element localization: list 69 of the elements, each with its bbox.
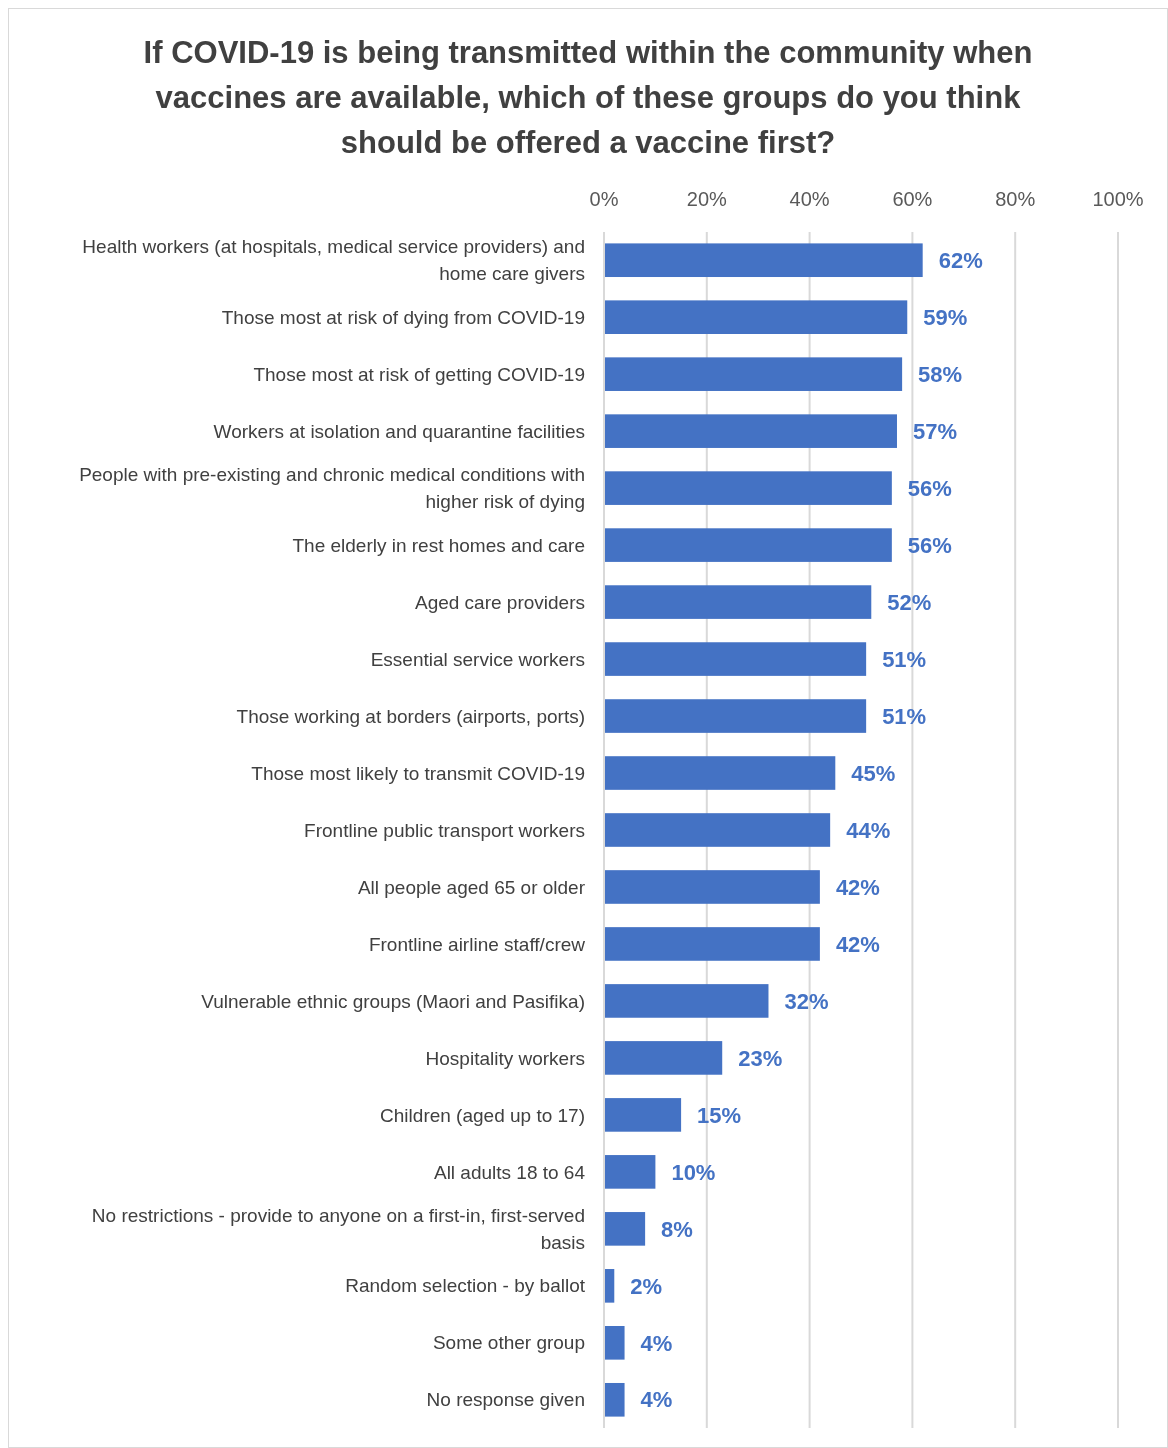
bar: [604, 1212, 646, 1246]
y-tick-label: Random selection - by ballot: [345, 1275, 586, 1297]
y-tick-label: Those working at borders (airports, ports): [236, 705, 585, 727]
x-tick-label: 40%: [789, 188, 830, 210]
bar: [604, 414, 897, 448]
data-label: 51%: [882, 646, 927, 672]
bar: [604, 984, 769, 1018]
bar: [604, 1041, 723, 1075]
bar: [604, 357, 903, 391]
data-label: 62%: [938, 247, 983, 273]
y-tick-label: Children (aged up to 17): [380, 1104, 585, 1126]
y-tick-label: No response given: [426, 1389, 585, 1411]
bar: [604, 1326, 625, 1360]
bar: [604, 471, 892, 505]
data-label: 4%: [640, 1387, 673, 1413]
bar: [604, 927, 820, 961]
bar: [604, 813, 831, 847]
data-label: 2%: [630, 1273, 663, 1299]
data-label: 4%: [640, 1330, 673, 1356]
bar: [604, 1098, 682, 1132]
y-tick-label: Those most likely to transmit COVID-19: [251, 762, 585, 784]
x-tick-label: 100%: [1092, 188, 1144, 210]
data-label: 52%: [887, 589, 932, 615]
bar: [604, 243, 923, 278]
y-tick-label: Frontline airline staff/crew: [368, 933, 586, 955]
y-tick-label: People with pre-existing and chronic medical conditions with higher risk of dying: [79, 464, 585, 513]
y-tick-label: All adults 18 to 64: [433, 1161, 586, 1183]
bar: [604, 585, 872, 619]
data-label: 45%: [851, 760, 896, 786]
data-label: 56%: [907, 532, 952, 558]
bar: [604, 642, 867, 676]
data-label: 23%: [738, 1045, 783, 1071]
data-label: 56%: [907, 475, 952, 501]
data-label: 15%: [697, 1102, 742, 1128]
chart-title: If COVID-19 is being transmitted within the community when vaccines are available, which of these groups do you think should be offered a vaccine first?: [143, 35, 1033, 160]
x-tick-label: 60%: [892, 188, 933, 210]
y-tick-label: Those most at risk of dying from COVID-19: [221, 306, 585, 328]
data-label: 44%: [846, 817, 891, 843]
x-tick-label: 20%: [686, 188, 728, 210]
y-tick-label: All people aged 65 or older: [357, 876, 586, 898]
bar: [604, 870, 820, 904]
data-label: 42%: [835, 931, 880, 957]
data-label: 58%: [918, 361, 963, 387]
y-tick-label: Frontline public transport workers: [304, 819, 585, 841]
bar: [604, 528, 892, 562]
y-tick-label: Workers at isolation and quarantine facilities: [213, 420, 585, 442]
bar: [604, 756, 836, 790]
data-label: 59%: [923, 304, 968, 330]
y-tick-label: Those most at risk of getting COVID-19: [253, 363, 585, 385]
x-tick-label: 0%: [589, 188, 619, 210]
data-label: 42%: [835, 874, 880, 900]
y-tick-label: Vulnerable ethnic groups (Maori and Pasifika): [201, 990, 585, 1012]
data-label: 57%: [912, 418, 958, 444]
data-label: 10%: [671, 1159, 716, 1185]
y-tick-label: Aged care providers: [414, 591, 585, 613]
bar: [604, 699, 867, 733]
bar: [604, 1155, 656, 1189]
y-tick-label: The elderly in rest homes and care: [292, 534, 585, 556]
data-label: 32%: [784, 988, 829, 1014]
y-tick-label: No restrictions - provide to anyone on a first-in, first-served basis: [91, 1205, 585, 1254]
bar: [604, 1382, 625, 1417]
y-tick-label: Essential service workers: [370, 648, 585, 670]
data-label: 8%: [661, 1216, 693, 1242]
y-tick-label: Some other group: [432, 1332, 585, 1354]
x-tick-label: 80%: [995, 188, 1036, 210]
data-label: 51%: [882, 703, 927, 729]
bar: [604, 300, 908, 334]
y-tick-label: Health workers (at hospitals, medical service providers) and home care givers: [82, 236, 585, 285]
y-tick-label: Hospitality workers: [425, 1047, 585, 1069]
